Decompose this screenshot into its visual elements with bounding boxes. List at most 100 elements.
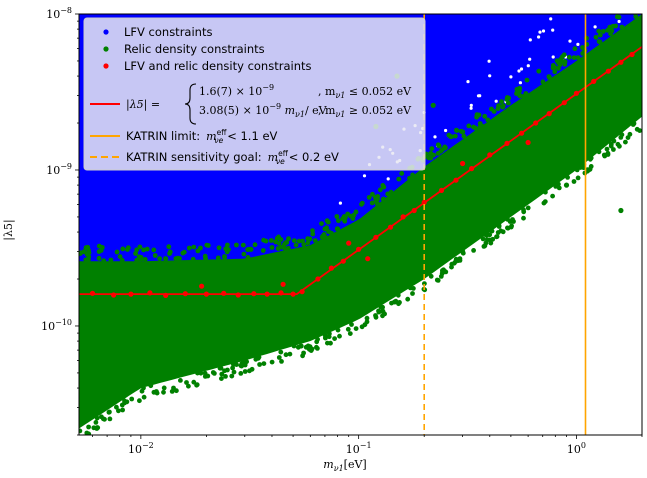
relic-point: [175, 255, 181, 261]
relic-point: [605, 152, 611, 157]
x-tick-label: 10−2: [128, 441, 154, 456]
relic-point: [190, 256, 196, 262]
lfv-gap: [541, 29, 546, 33]
relic-point: [483, 232, 489, 238]
relic-point: [342, 218, 348, 224]
relic-point: [525, 205, 531, 211]
relic-point: [217, 365, 223, 371]
relic-point: [244, 359, 250, 365]
relic-point: [452, 133, 458, 139]
relic-point: [407, 175, 412, 181]
relic-point: [550, 193, 555, 199]
relic-point: [504, 97, 510, 102]
relic-point: [482, 113, 488, 119]
relic-point: [305, 236, 311, 242]
relic-point: [381, 184, 387, 190]
relic-point: [565, 175, 570, 180]
relic-point: [137, 244, 143, 250]
relic-point: [430, 102, 436, 108]
relic-point: [369, 200, 375, 206]
relic-point: [380, 308, 386, 314]
relic-point: [222, 368, 227, 374]
relic-point: [310, 228, 315, 234]
relic-point: [481, 244, 487, 249]
relic-point: [256, 354, 262, 360]
relic-point: [323, 335, 328, 341]
relic-point: [495, 106, 501, 111]
relic-point: [138, 255, 144, 260]
relic-point: [151, 247, 157, 253]
legend: LFV constraints Relic density constraint…: [83, 17, 426, 171]
relic-point: [96, 255, 102, 261]
axis-ticks: 10−2 10−1 100 10−10 10−9 10−8: [41, 6, 643, 456]
relic-point: [279, 244, 284, 250]
relic-point: [285, 245, 291, 251]
y-tick-label: 10−8: [46, 6, 72, 21]
plot-frame: [78, 13, 643, 436]
lfv-gap: [528, 57, 532, 61]
relic-point: [195, 370, 200, 376]
relic-point: [194, 382, 200, 388]
x-tick-label: 100: [567, 441, 586, 456]
lfv-gap: [509, 75, 513, 79]
relic-point: [596, 149, 602, 155]
relic-point: [305, 343, 311, 349]
relic-point: [550, 63, 556, 68]
relic-point: [219, 371, 225, 377]
relic-point: [396, 176, 402, 182]
relic-point: [319, 221, 324, 227]
relic-point: [191, 244, 197, 250]
relic-point: [219, 376, 224, 381]
combined-point: [199, 283, 205, 289]
relic-point: [460, 129, 466, 135]
lfv-gap: [537, 35, 541, 39]
relic-point: [375, 194, 381, 199]
relic-point: [496, 224, 502, 229]
relic-point: [83, 245, 89, 251]
relic-point: [426, 155, 432, 161]
relic-point: [566, 54, 572, 60]
relic-point: [574, 167, 580, 173]
relic-point: [399, 171, 405, 176]
relic-point: [479, 123, 485, 130]
relic-point: [301, 242, 307, 248]
relic-point: [364, 319, 370, 325]
relic-point: [431, 152, 436, 158]
y-tick-label: 10−10: [41, 318, 72, 333]
relic-point: [349, 322, 354, 327]
relic-point: [428, 273, 434, 279]
relic-point: [434, 277, 440, 283]
lfv-gap: [487, 59, 491, 63]
relic-point: [547, 75, 552, 80]
relic-point: [108, 257, 114, 263]
relic-point: [134, 247, 140, 253]
lfv-gap: [517, 69, 521, 73]
combined-point: [525, 139, 531, 146]
relic-point: [152, 253, 158, 258]
lfv-gap: [386, 177, 390, 181]
relic-point: [225, 242, 230, 248]
relic-point: [100, 416, 106, 422]
fit-line: [79, 46, 642, 295]
relic-point: [353, 326, 359, 331]
relic-point: [616, 14, 622, 20]
combined-point: [365, 256, 371, 262]
relic-point: [542, 199, 548, 205]
relic-point: [438, 274, 444, 279]
relic-point: [269, 245, 275, 250]
lfv-gap: [551, 28, 555, 32]
relic-point: [133, 251, 139, 256]
relic-point: [79, 250, 84, 256]
relic-point: [300, 353, 305, 359]
relic-point: [554, 58, 560, 64]
relic-point: [505, 217, 510, 222]
legend-label-katrin-limit: KATRIN limit: meff νe < 1.1 eV: [126, 128, 278, 145]
relic-point: [148, 383, 154, 389]
y-tick-label: 10−9: [46, 162, 72, 177]
relic-point: [563, 182, 570, 188]
relic-point: [619, 24, 625, 30]
relic-point: [283, 352, 289, 358]
relic-point: [588, 155, 594, 161]
relic-point: [296, 238, 302, 244]
